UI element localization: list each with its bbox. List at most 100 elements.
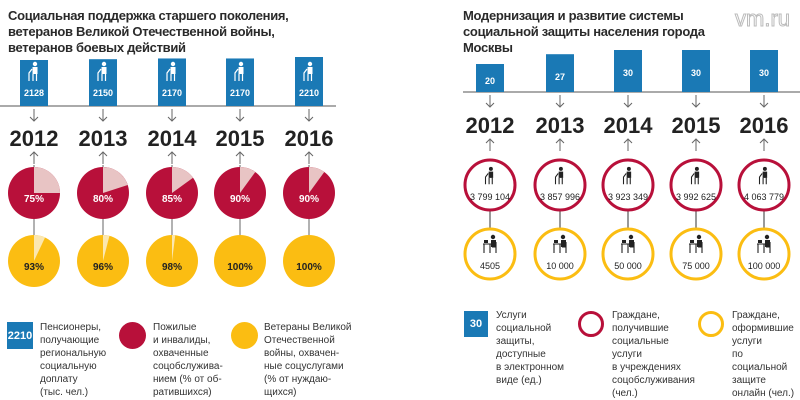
- legend-line: соцобслуживания: [612, 375, 695, 386]
- body: [32, 67, 38, 74]
- legend-line: Граждане,: [612, 310, 660, 321]
- legend-line: (% от нуждаю-: [264, 374, 332, 385]
- circle-online-citizens: [601, 227, 655, 281]
- legend-yellow-dot: [231, 322, 258, 349]
- elderly-person-icon: [484, 166, 494, 185]
- bar-label: 30: [623, 68, 633, 78]
- year-label: 2013: [536, 113, 585, 138]
- circle-citizens-served: [669, 158, 723, 212]
- pie-elderly: [8, 167, 60, 219]
- legend-line: охваченные: [153, 348, 209, 359]
- legend-yellow-ring: [698, 311, 724, 337]
- bar-label: 2210: [299, 88, 319, 98]
- laptop: [758, 240, 762, 243]
- elderly-person-icon: [758, 166, 768, 185]
- desk: [757, 242, 771, 253]
- head: [628, 234, 634, 240]
- pie-elderly: [77, 167, 129, 219]
- body: [626, 171, 632, 178]
- bar-label: 20: [485, 76, 495, 86]
- legend-line: услуги: [612, 349, 642, 360]
- pie-label: 80%: [93, 194, 113, 205]
- pie-label: 100%: [227, 262, 253, 273]
- pie-label: 85%: [162, 194, 182, 205]
- pie-remainder: [240, 167, 256, 193]
- body: [561, 240, 566, 247]
- pie-remainder: [103, 167, 128, 193]
- desk: [553, 242, 567, 253]
- arrow-down-icon: [167, 109, 177, 122]
- computer-user-icon: [553, 234, 567, 253]
- legend-red-ring: [578, 311, 604, 337]
- head: [694, 166, 699, 171]
- circle-citizens-served: [533, 158, 587, 212]
- pie-remainder: [172, 235, 176, 261]
- desk: [621, 242, 635, 253]
- bar-pensioners: [20, 60, 48, 106]
- legend-bar-sample: 2210: [7, 322, 33, 349]
- bar-e-services: [614, 50, 642, 92]
- circle-value: 100 000: [748, 261, 781, 271]
- legend-line: получившие: [612, 323, 669, 334]
- year-label: 2015: [216, 126, 265, 151]
- elderly-person-icon: [690, 166, 700, 185]
- circle-value: 3 799 104: [470, 192, 510, 202]
- pie-veterans: [77, 235, 129, 287]
- arrow-up-icon: [691, 138, 701, 151]
- legend-pensioners: Пенсионеры, получающие региональную социаль…: [40, 321, 106, 399]
- left-title: Социальная поддержка старшего поколения,…: [8, 8, 289, 55]
- vm-logo: vm.ru: [735, 6, 791, 32]
- elderly-person-icon: [554, 166, 564, 185]
- circle-value: 3 857 996: [540, 192, 580, 202]
- cane: [690, 173, 699, 185]
- legend-line: ратившихся): [153, 387, 212, 398]
- bar-pensioners: [89, 59, 117, 106]
- arrow-down-icon: [235, 109, 245, 122]
- cane: [484, 173, 493, 185]
- head: [626, 166, 631, 171]
- pie-base: [283, 235, 335, 287]
- pie-veterans: [283, 235, 335, 287]
- head: [490, 234, 496, 240]
- bar-label: 30: [691, 68, 701, 78]
- right-title: Модернизация и развитие системы социальн…: [463, 8, 705, 55]
- arrow-down-icon: [304, 109, 314, 122]
- circle-value: 3 992 625: [676, 192, 716, 202]
- laptop: [690, 240, 694, 243]
- bar-e-services: [682, 50, 710, 92]
- arrow-down-icon: [623, 95, 633, 108]
- arrow-up-icon: [167, 151, 177, 164]
- head: [696, 234, 702, 240]
- pie-elderly: [146, 167, 198, 219]
- legend-line: Пенсионеры,: [40, 322, 102, 333]
- circle-value: 75 000: [682, 261, 710, 271]
- legend-line: Пожилые: [153, 322, 197, 333]
- cane: [28, 68, 38, 81]
- year-label: 2016: [740, 113, 789, 138]
- legend-veterans: Ветераны Великой Отечественной войны, охва…: [264, 321, 352, 399]
- pie-base: [214, 235, 266, 287]
- arrow-up-icon: [555, 138, 565, 151]
- head: [764, 234, 770, 240]
- pie-remainder: [34, 167, 60, 193]
- arrow-up-icon: [235, 151, 245, 164]
- bar-label: 27: [555, 72, 565, 82]
- circle-citizens-served: [737, 158, 791, 212]
- year-label: 2012: [466, 113, 515, 138]
- computer-user-icon: [483, 234, 497, 253]
- legend-line: Услуги: [496, 310, 527, 321]
- circle-online-citizens: [669, 227, 723, 281]
- circle-citizens-served: [463, 158, 517, 212]
- body: [170, 67, 176, 74]
- legend-line: получающие: [40, 335, 100, 346]
- legend-line: доступные: [496, 349, 546, 360]
- legend-line: региональную: [40, 348, 107, 359]
- pie-remainder: [172, 167, 194, 193]
- laptop: [554, 240, 558, 243]
- arrow-down-icon: [691, 95, 701, 108]
- body: [558, 171, 564, 178]
- year-label: 2016: [285, 126, 334, 151]
- head: [762, 166, 767, 171]
- legend-line: по социальной: [732, 349, 788, 373]
